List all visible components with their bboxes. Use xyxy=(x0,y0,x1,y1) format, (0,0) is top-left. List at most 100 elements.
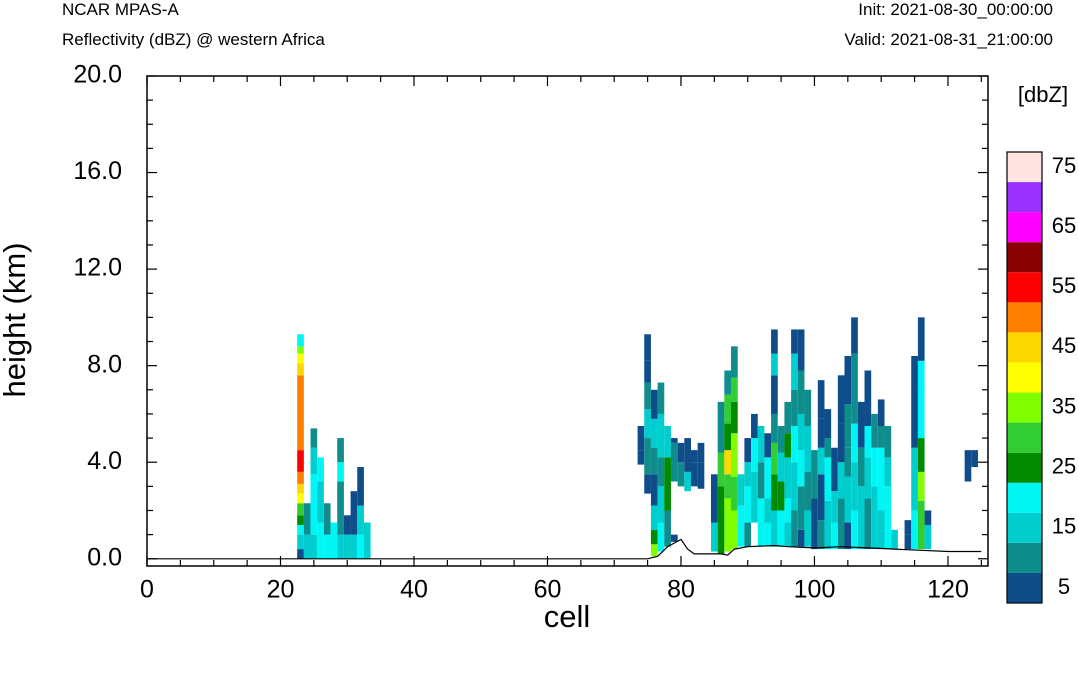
reflectivity-cell xyxy=(877,399,885,426)
reflectivity-cell xyxy=(811,498,818,550)
model-label: NCAR MPAS-A xyxy=(62,0,179,19)
reflectivity-cell xyxy=(791,329,798,354)
reflectivity-cell xyxy=(297,363,304,376)
reflectivity-cell xyxy=(917,500,925,550)
reflectivity-cell xyxy=(724,474,732,499)
reflectivity-cell xyxy=(911,384,918,448)
reflectivity-cell xyxy=(670,534,678,542)
reflectivity-cell xyxy=(817,447,825,475)
reflectivity-cell xyxy=(751,413,758,439)
reflectivity-cell xyxy=(697,442,705,463)
reflectivity-cell xyxy=(851,317,858,354)
axis-ticks xyxy=(146,75,988,566)
reflectivity-cell xyxy=(731,346,738,378)
reflectivity-cell xyxy=(764,498,772,523)
reflectivity-cell xyxy=(891,529,898,550)
y-tick-label: 20.0 xyxy=(73,61,122,89)
reflectivity-cell xyxy=(644,438,651,475)
reflectivity-cell xyxy=(717,486,725,554)
colorbar-label: 45 xyxy=(1052,333,1076,358)
colorbar-swatch xyxy=(1007,242,1042,273)
reflectivity-cell xyxy=(864,498,872,550)
reflectivity-cell xyxy=(824,457,832,501)
x-axis-title: cell xyxy=(544,599,591,634)
reflectivity-cell xyxy=(751,438,758,472)
reflectivity-cell xyxy=(644,360,651,383)
reflectivity-cell xyxy=(831,491,838,523)
reflectivity-cells xyxy=(297,317,978,559)
reflectivity-cell xyxy=(757,498,765,547)
reflectivity-cell xyxy=(310,474,318,535)
reflectivity-cell xyxy=(791,353,798,390)
reflectivity-cell xyxy=(337,438,344,463)
reflectivity-cell xyxy=(884,486,892,550)
reflectivity-cell xyxy=(817,474,825,521)
reflectivity-cell xyxy=(864,457,872,499)
reflectivity-cell xyxy=(297,503,304,516)
reflectivity-cell xyxy=(644,409,651,439)
reflectivity-cell xyxy=(657,457,665,487)
reflectivity-cell xyxy=(797,486,805,530)
reflectivity-cell xyxy=(677,462,685,487)
reflectivity-cell xyxy=(744,522,752,547)
reflectivity-cell xyxy=(844,404,852,448)
reflectivity-cell xyxy=(744,438,752,463)
reflectivity-cell xyxy=(644,474,651,494)
reflectivity-cell xyxy=(871,447,878,487)
reflectivity-cell xyxy=(797,413,805,451)
reflectivity-cell xyxy=(964,467,972,482)
colorbar-label: 55 xyxy=(1052,273,1076,298)
reflectivity-cell xyxy=(797,329,805,371)
x-tick-label: 100 xyxy=(794,576,836,604)
reflectivity-cell xyxy=(644,382,651,410)
y-tick-label: 4.0 xyxy=(87,447,122,475)
reflectivity-cell xyxy=(717,452,725,487)
reflectivity-cell xyxy=(363,522,371,559)
reflectivity-cell xyxy=(871,413,878,448)
reflectivity-cell xyxy=(310,447,318,475)
reflectivity-cell xyxy=(784,498,792,523)
reflectivity-cell xyxy=(684,438,691,472)
reflectivity-cell xyxy=(684,471,691,492)
reflectivity-cell xyxy=(924,524,932,550)
reflectivity-cell xyxy=(917,438,925,472)
reflectivity-cell xyxy=(697,462,705,489)
reflectivity-cell xyxy=(784,522,792,547)
reflectivity-cell xyxy=(911,447,918,511)
reflectivity-cell xyxy=(851,353,858,424)
reflectivity-cell xyxy=(650,389,658,419)
reflectivity-cell xyxy=(817,520,825,550)
reflectivity-cell xyxy=(797,450,805,487)
reflectivity-cell xyxy=(904,520,912,535)
colorbar-swatch xyxy=(1007,422,1042,453)
reflectivity-cell xyxy=(857,486,865,550)
reflectivity-cell xyxy=(884,457,892,487)
reflectivity-cell xyxy=(764,433,772,458)
colorbar-swatch xyxy=(1007,332,1042,363)
reflectivity-cell xyxy=(724,394,732,424)
colorbar-label: 5 xyxy=(1058,574,1070,599)
reflectivity-cell xyxy=(310,428,318,448)
reflectivity-cell xyxy=(844,476,852,523)
reflectivity-cell xyxy=(764,522,772,547)
reflectivity-cell xyxy=(864,370,872,426)
colorbar-swatch xyxy=(1007,452,1042,483)
colorbar-frame xyxy=(1006,151,1043,604)
reflectivity-cell xyxy=(297,334,304,347)
reflectivity-cell xyxy=(851,510,858,550)
reflectivity-cell xyxy=(350,534,358,559)
reflectivity-cell xyxy=(911,510,918,550)
reflectivity-cell xyxy=(751,471,758,523)
reflectivity-cell xyxy=(784,401,792,434)
reflectivity-cell xyxy=(317,457,324,482)
reflectivity-cell xyxy=(844,522,852,550)
reflectivity-cell xyxy=(757,462,765,499)
reflectivity-cell xyxy=(804,510,812,547)
reflectivity-cell xyxy=(650,529,658,545)
reflectivity-cell xyxy=(297,549,304,559)
colorbar-swatch xyxy=(1007,182,1042,213)
colorbar-label: 35 xyxy=(1052,393,1076,418)
reflectivity-cell xyxy=(297,375,304,451)
reflectivity-cell xyxy=(303,503,311,535)
reflectivity-cell xyxy=(677,442,685,463)
